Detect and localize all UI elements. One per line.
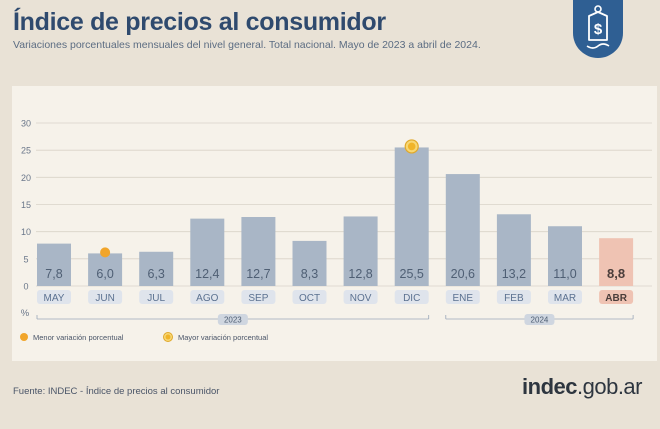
category-pill — [37, 290, 71, 304]
category-pill — [88, 290, 123, 304]
legend-min-marker — [20, 333, 28, 341]
legend-max-marker-core — [165, 334, 171, 340]
category-pill — [241, 290, 276, 304]
max-variation-marker-core — [407, 142, 416, 151]
price-tag-dollar-icon: $ — [586, 5, 610, 49]
bar — [394, 147, 429, 286]
indec-logo: indec.gob.ar — [522, 374, 642, 399]
category-pill — [343, 290, 378, 304]
bar-value-label: 6,3 — [148, 267, 165, 281]
min-variation-marker — [100, 247, 111, 258]
page-title: Índice de precios al consumidor — [13, 8, 386, 36]
bar — [88, 253, 123, 286]
category-pill — [496, 290, 531, 304]
category-pill — [445, 290, 480, 304]
y-tick-label: 15 — [21, 200, 31, 210]
year-pill — [524, 314, 555, 325]
bar-value-label: 12,7 — [246, 267, 270, 281]
bar-value-label: 12,8 — [348, 267, 372, 281]
category-pill — [599, 290, 634, 304]
bar — [241, 216, 276, 286]
bar-value-label: 8,8 — [607, 266, 625, 281]
bar-value-label: 13,2 — [502, 267, 526, 281]
x-tick-label: AGO — [196, 293, 218, 304]
legend-max-label: Mayor variación porcentual — [178, 333, 268, 342]
bar — [343, 216, 378, 286]
category-pill — [292, 290, 327, 304]
x-tick-label: MAR — [554, 293, 576, 304]
svg-text:$: $ — [594, 21, 603, 38]
price-tag-badge: $ — [573, 0, 623, 58]
year-label: 2024 — [531, 316, 549, 325]
x-tick-label: DIC — [403, 293, 420, 304]
category-pill — [394, 290, 429, 304]
x-tick-label: JUL — [147, 293, 165, 304]
x-tick-label: NOV — [350, 293, 372, 304]
page-subtitle: Variaciones porcentuales mensuales del n… — [13, 39, 481, 51]
bar-value-label: 25,5 — [400, 267, 424, 281]
bar — [37, 243, 71, 286]
bar — [292, 240, 327, 286]
x-tick-label: ENE — [453, 293, 474, 304]
bar — [496, 214, 531, 286]
x-tick-label: MAY — [44, 293, 65, 304]
chart-panel: 0 5 10 15 20 25 30% 7,8 MAY 6,0 JUN 6,3 JUL 12,4 AGO 12… — [12, 86, 657, 361]
bar-value-label: 20,6 — [451, 267, 475, 281]
category-pill — [548, 290, 582, 304]
category-pill — [139, 290, 174, 304]
bar-value-label: 7,8 — [45, 267, 62, 281]
x-tick-label: FEB — [504, 293, 524, 304]
y-axis-unit: % — [21, 308, 30, 319]
year-pill — [217, 314, 248, 325]
bar — [548, 226, 582, 286]
y-tick-label: 25 — [21, 146, 31, 156]
bar-value-label: 12,4 — [195, 267, 219, 281]
bar — [190, 218, 225, 286]
bar — [445, 174, 480, 286]
legend-min-label: Menor variación porcentual — [33, 333, 124, 342]
ipc-bar-chart: 0 5 10 15 20 25 30% 7,8 MAY 6,0 JUN 6,3 JUL 12,4 AGO 12… — [20, 119, 652, 342]
bar-value-label: 11,0 — [553, 267, 576, 281]
y-tick-label: 30 — [21, 119, 31, 129]
source-note: Fuente: INDEC - Índice de precios al con… — [13, 386, 220, 397]
y-tick-label: 20 — [21, 173, 31, 183]
x-tick-label: OCT — [299, 293, 320, 304]
y-tick-label: 5 — [23, 254, 28, 264]
x-tick-label: JUN — [95, 293, 114, 304]
bar-value-label: 6,0 — [96, 267, 113, 281]
category-pill — [190, 290, 225, 304]
x-tick-label: ABR — [605, 293, 627, 304]
bar — [139, 251, 174, 286]
y-tick-label: 0 — [23, 282, 28, 292]
y-tick-label: 10 — [21, 227, 31, 237]
x-tick-label: SEP — [248, 293, 268, 304]
year-label: 2023 — [224, 316, 242, 325]
bar-value-label: 8,3 — [301, 267, 318, 281]
bar — [599, 238, 634, 286]
